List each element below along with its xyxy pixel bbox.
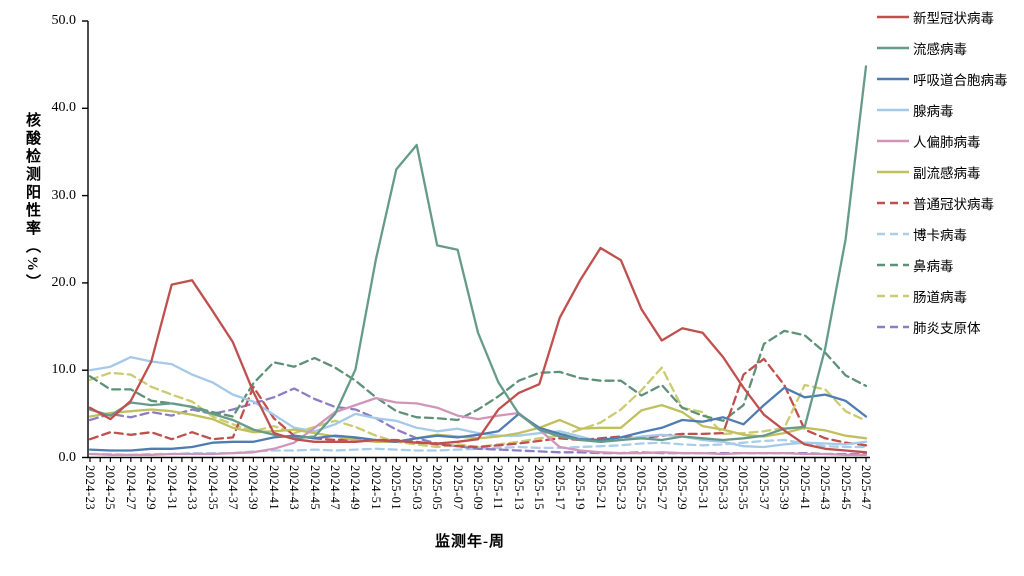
legend-swatch-icon: [877, 77, 909, 81]
legend-swatch-icon: [877, 108, 909, 112]
legend-item-6: 普通冠状病毒: [876, 194, 994, 212]
legend-label: 普通冠状病毒: [913, 197, 994, 212]
legend-swatch-icon: [877, 15, 909, 19]
x-tick-label: 2024-37: [225, 465, 240, 511]
x-tick-label: 2025-19: [573, 465, 588, 511]
legend-label: 鼻病毒: [913, 259, 954, 274]
x-tick-label: 2025-11: [491, 465, 506, 510]
x-tick-label: 2025-03: [409, 465, 424, 511]
x-tick-label: 2024-45: [307, 465, 322, 511]
y-tick-label: 30.0: [51, 187, 77, 203]
legend-label: 肠道病毒: [913, 290, 967, 305]
x-tick-label: 2024-25: [103, 465, 118, 511]
legend-swatch-icon: [877, 325, 909, 329]
x-tick-label: 2024-41: [266, 465, 281, 511]
legend-swatch-icon: [877, 201, 909, 205]
x-tick-label: 2024-39: [246, 465, 261, 511]
x-tick-label: 2024-47: [328, 465, 343, 511]
legend-label: 新型冠状病毒: [913, 11, 994, 26]
x-tick-label: 2025-47: [859, 465, 873, 511]
x-tick-label: 2025-09: [471, 465, 485, 511]
x-tick-label: 2025-15: [532, 465, 547, 511]
series-line-4: [88, 396, 868, 457]
legend-label: 流感病毒: [913, 42, 967, 57]
legend-label: 腺病毒: [913, 104, 954, 119]
x-tick-label: 2025-41: [797, 465, 812, 511]
y-axis-title: 核酸检测阳性率（%）: [24, 112, 40, 292]
series-line-1: [88, 65, 868, 443]
x-tick-label: 2025-37: [756, 465, 771, 511]
legend-label: 呼吸道合胞病毒: [913, 73, 1008, 88]
x-tick-label: 2025-25: [634, 465, 649, 511]
y-tick-label: 0.0: [58, 449, 77, 465]
x-tick-label: 2025-31: [695, 465, 710, 511]
x-tick-label: 2024-23: [83, 465, 97, 511]
x-axis-title: 监测年-周: [435, 534, 505, 550]
x-tick-label: 2024-51: [368, 465, 383, 511]
legend-item-3: 腺病毒: [876, 101, 954, 119]
x-tick-label: 2025-13: [511, 465, 526, 511]
x-tick-label: 2025-29: [675, 465, 690, 511]
series-line-0: [88, 246, 868, 454]
legend-item-9: 肠道病毒: [876, 287, 967, 305]
x-tick-label: 2025-35: [736, 465, 751, 511]
legend-swatch-icon: [877, 46, 909, 50]
x-tick-label: 2025-17: [552, 465, 567, 511]
series-line-6: [88, 357, 868, 449]
x-tick-label: 2025-27: [654, 465, 669, 511]
x-tick-label: 2025-23: [613, 465, 628, 511]
x-tick-label: 2024-33: [185, 465, 200, 511]
series-line-3: [88, 355, 868, 449]
legend-item-4: 人偏肺病毒: [876, 132, 981, 150]
series-line-8: [88, 329, 868, 422]
x-tick-label: 2025-05: [430, 465, 445, 511]
legend-swatch-icon: [877, 139, 909, 143]
legend-swatch-icon: [877, 294, 909, 298]
x-tick-label: 2025-43: [818, 465, 833, 511]
legend-item-8: 鼻病毒: [876, 256, 954, 274]
x-tick-label: 2024-27: [123, 465, 138, 511]
y-tick-label: 10.0: [51, 362, 77, 378]
y-tick-label: 50.0: [51, 13, 77, 28]
legend-label: 人偏肺病毒: [913, 135, 981, 150]
x-tick-label: 2025-07: [450, 465, 465, 511]
legend-item-7: 博卡病毒: [876, 225, 967, 243]
x-tick-label: 2024-49: [348, 465, 363, 511]
x-tick-label: 2025-45: [838, 465, 853, 511]
x-tick-label: 2025-01: [389, 465, 404, 511]
legend-item-10: 肺炎支原体: [876, 318, 981, 336]
legend-item-1: 流感病毒: [876, 39, 967, 57]
legend-swatch-icon: [877, 232, 909, 236]
x-tick-label: 2024-43: [287, 465, 302, 511]
legend-label: 肺炎支原体: [913, 321, 981, 336]
x-tick-label: 2024-35: [205, 465, 220, 511]
legend-label: 副流感病毒: [913, 166, 981, 181]
legend-label: 博卡病毒: [913, 228, 967, 243]
x-tick-label: 2024-31: [164, 465, 179, 511]
x-tick-label: 2025-21: [593, 465, 608, 511]
axis-spines: [87, 21, 870, 459]
y-tick-label: 20.0: [51, 274, 77, 290]
x-tick-label: 2025-33: [716, 465, 731, 511]
series-line-2: [88, 386, 868, 452]
legend-item-5: 副流感病毒: [876, 163, 981, 181]
y-tick-label: 40.0: [51, 100, 77, 116]
legend-item-2: 呼吸道合胞病毒: [876, 70, 1008, 88]
legend-swatch-icon: [877, 170, 909, 174]
legend-item-0: 新型冠状病毒: [876, 8, 994, 26]
x-tick-label: 2024-29: [144, 465, 159, 511]
legend-swatch-icon: [877, 263, 909, 267]
x-tick-label: 2025-39: [777, 465, 792, 511]
